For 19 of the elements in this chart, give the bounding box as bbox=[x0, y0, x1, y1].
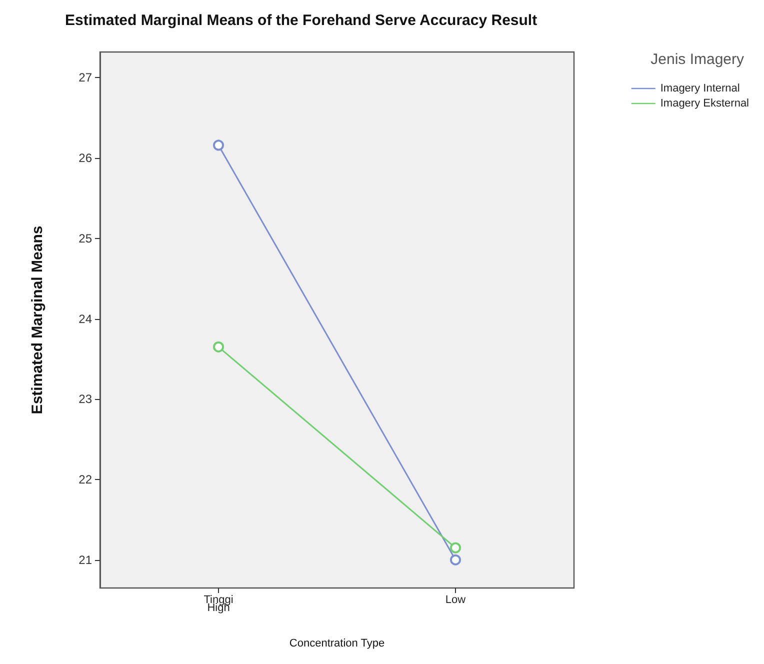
point bbox=[450, 554, 461, 566]
y-tick-label: 27 bbox=[78, 70, 92, 85]
y-tick-label: 22 bbox=[78, 472, 92, 487]
y-tick-label: 23 bbox=[78, 392, 92, 406]
chart-title: Estimated Marginal Means of the Forehand Serve Accuracy Result bbox=[65, 12, 538, 29]
point bbox=[213, 140, 224, 151]
y-axis-title: Estimated Marginal Means bbox=[29, 226, 46, 414]
x-tick-label: Low bbox=[445, 594, 466, 606]
legend-title: Jenis Imagery bbox=[650, 51, 744, 68]
x-axis-title: Concentration Type bbox=[289, 638, 385, 650]
legend-label: Imagery Eksternal bbox=[660, 98, 750, 110]
y-tick-label: 24 bbox=[78, 312, 92, 326]
y-tick-label: 21 bbox=[78, 552, 92, 567]
y-tick-label: 26 bbox=[78, 151, 92, 166]
y-tick-label: 25 bbox=[78, 231, 92, 246]
legend-label: Imagery Internal bbox=[660, 82, 740, 94]
point bbox=[213, 341, 224, 352]
x-tick-label: Tinggi High bbox=[204, 594, 234, 614]
point bbox=[450, 542, 461, 554]
